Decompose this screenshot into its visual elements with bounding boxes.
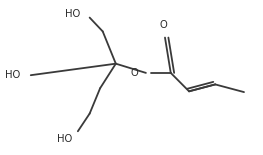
Text: HO: HO <box>65 9 80 19</box>
Text: HO: HO <box>57 134 73 144</box>
Text: O: O <box>130 68 138 78</box>
Text: HO: HO <box>5 70 20 80</box>
Text: O: O <box>159 20 167 30</box>
